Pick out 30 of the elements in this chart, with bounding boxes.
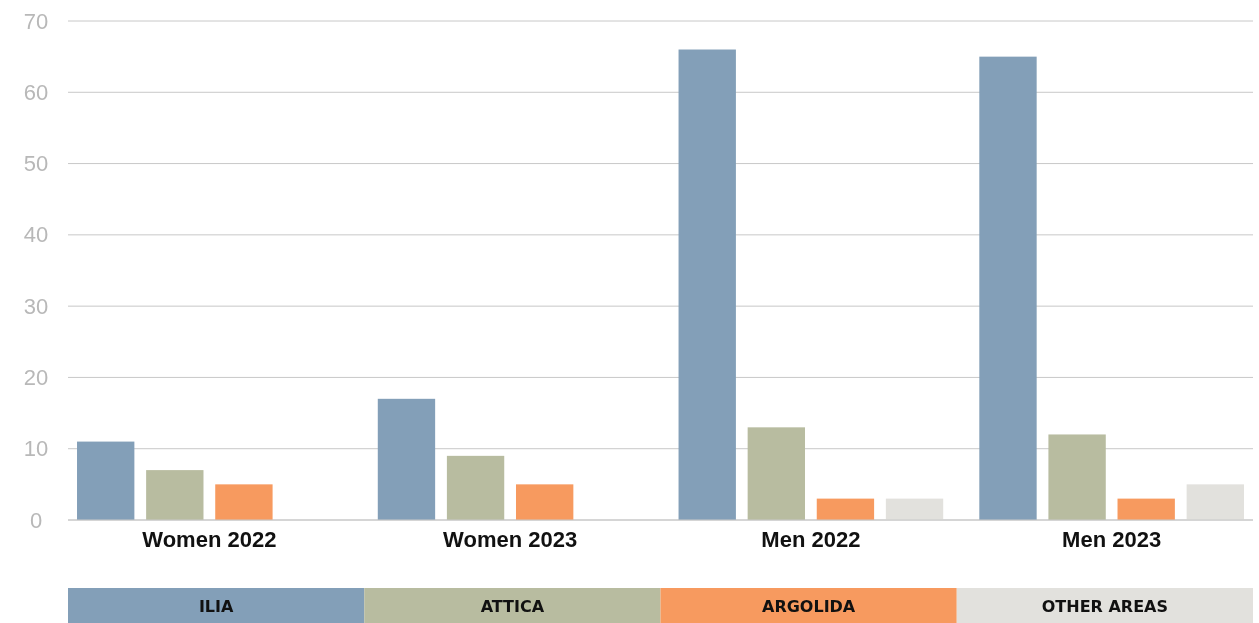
y-tick-label: 60 (23, 79, 49, 105)
x-tick-label: Women 2022 (142, 527, 277, 553)
bar (146, 470, 204, 520)
bar (885, 498, 944, 520)
bar (1048, 434, 1106, 520)
y-tick-label: 20 (23, 364, 49, 390)
y-tick-label: 40 (23, 222, 49, 248)
bar (1186, 484, 1244, 520)
x-tick-label: Women 2023 (443, 527, 578, 553)
y-tick-label: 30 (23, 293, 49, 319)
bar (678, 49, 736, 520)
y-tick-label: 50 (23, 151, 49, 177)
y-tick-label: 10 (23, 436, 49, 462)
bar (77, 441, 135, 520)
bar (1117, 498, 1175, 520)
text: ILIA (198, 597, 234, 616)
x-tick-label: Men 2023 (1062, 527, 1162, 553)
text: OTHER AREAS (1041, 597, 1169, 616)
bar (446, 455, 505, 520)
text: ARGOLIDA (762, 597, 856, 616)
bar (215, 484, 273, 520)
bar (747, 427, 806, 520)
text: ATTICA (480, 597, 545, 616)
bar (816, 498, 875, 520)
bar (515, 484, 574, 520)
y-tick-label: 70 (23, 8, 49, 34)
x-tick-label: Men 2022 (761, 527, 861, 553)
bar (377, 398, 436, 520)
y-tick-label: 0 (29, 507, 43, 533)
bar (979, 56, 1037, 520)
